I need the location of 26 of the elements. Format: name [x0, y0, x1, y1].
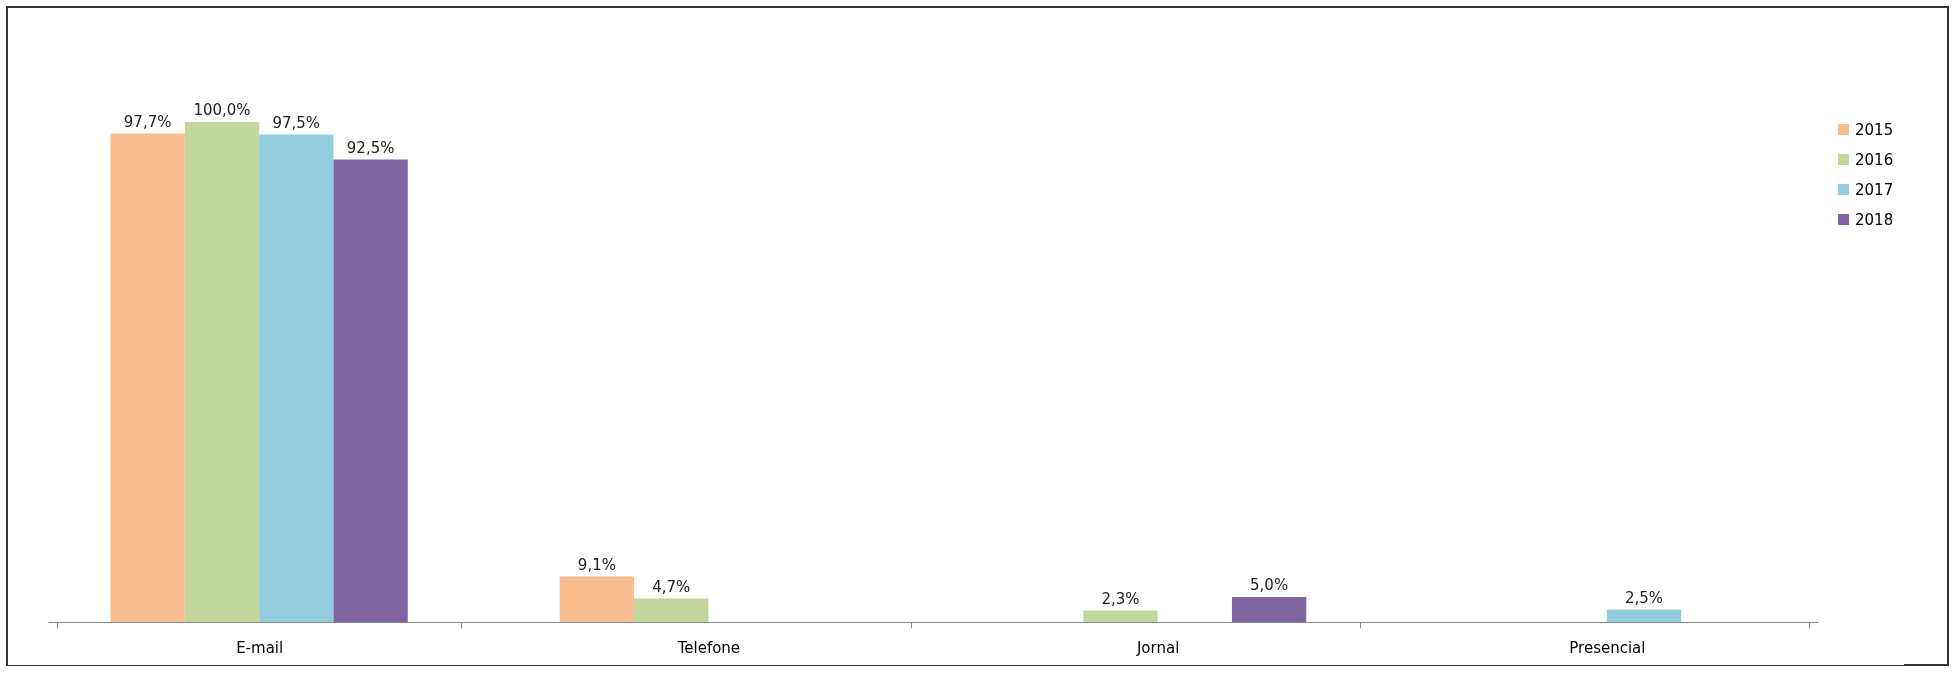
data-label: 97,5%	[272, 113, 321, 132]
bar	[1606, 609, 1682, 622]
x-tick-label: Jornal	[1135, 638, 1180, 657]
data-label: 92,5%	[346, 138, 395, 157]
data-label: 5,0%	[1250, 576, 1289, 594]
data-label: 2,5%	[1624, 588, 1664, 607]
legend-label: 2016	[1855, 150, 1894, 169]
bar	[1231, 597, 1307, 622]
data-label: 100,0%	[193, 101, 251, 119]
x-tick-label: Telefone	[676, 638, 741, 657]
data-label: 4,7%	[652, 577, 691, 596]
bar	[1083, 610, 1158, 622]
x-tick-label: Presencial	[1569, 638, 1646, 657]
data-label: 97,7%	[123, 112, 172, 131]
bar	[559, 576, 635, 622]
bar	[259, 134, 334, 622]
legend-label: 2018	[1855, 210, 1894, 229]
data-label: 2,3%	[1101, 589, 1140, 608]
bar	[333, 159, 408, 622]
legend-label: 2017	[1855, 180, 1894, 199]
data-label: 9,1%	[577, 555, 616, 574]
legend-label: 2015	[1855, 120, 1894, 139]
bar	[634, 598, 709, 622]
bar	[110, 133, 185, 622]
x-tick-label: E-mail	[236, 638, 284, 657]
bar	[184, 122, 260, 622]
